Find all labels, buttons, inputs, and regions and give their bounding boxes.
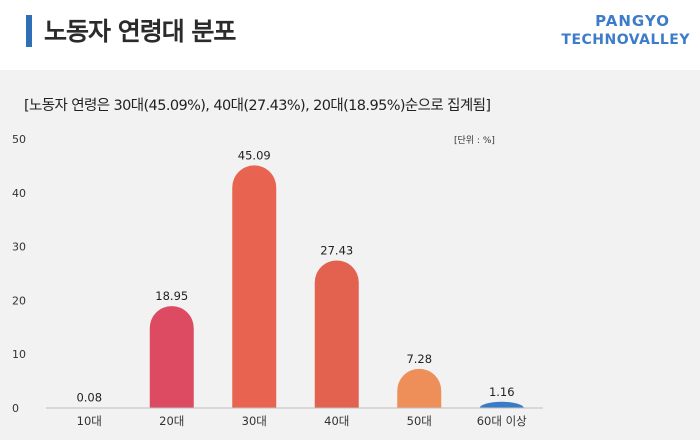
- x-tick-label: 20대: [159, 414, 184, 428]
- data-label: 27.43: [320, 243, 353, 257]
- x-tick-label: 50대: [407, 414, 432, 428]
- data-label: 0.08: [76, 391, 102, 405]
- logo-line-1: PANGYO: [595, 12, 670, 30]
- bar: [232, 165, 277, 408]
- y-tick-label: 0: [12, 402, 19, 415]
- x-tick-label: 60대 이상: [477, 414, 527, 428]
- y-tick-label: 30: [12, 241, 26, 254]
- data-label: 45.09: [238, 148, 271, 162]
- bar: [149, 306, 194, 408]
- y-tick-label: 10: [12, 348, 26, 361]
- data-label: 1.16: [489, 385, 515, 399]
- bar: [479, 401, 524, 408]
- x-tick-label: 10대: [77, 414, 102, 428]
- bar: [314, 260, 359, 408]
- logo-line-2: TECHNOVALLEY: [561, 32, 690, 48]
- chart-title: [노동자 연령은 30대(45.09%), 40대(27.43%), 20대(1…: [24, 98, 491, 114]
- bar: [397, 368, 442, 408]
- unit-label: [단위 : %]: [454, 136, 495, 146]
- pangyo-logo: PANGYO TECHNOVALLEY: [561, 12, 690, 50]
- x-tick-label: 40대: [324, 414, 349, 428]
- data-label: 7.28: [406, 352, 432, 366]
- y-tick-label: 50: [12, 133, 26, 146]
- header: 노동자 연령대 분포 PANGYO TECHNOVALLEY: [0, 0, 700, 70]
- page-title: 노동자 연령대 분포: [44, 17, 236, 46]
- y-tick-label: 40: [12, 187, 26, 200]
- title-accent-bar: [26, 15, 32, 47]
- data-label: 18.95: [155, 289, 188, 303]
- x-tick-label: 30대: [242, 414, 267, 428]
- y-tick-label: 20: [12, 294, 26, 307]
